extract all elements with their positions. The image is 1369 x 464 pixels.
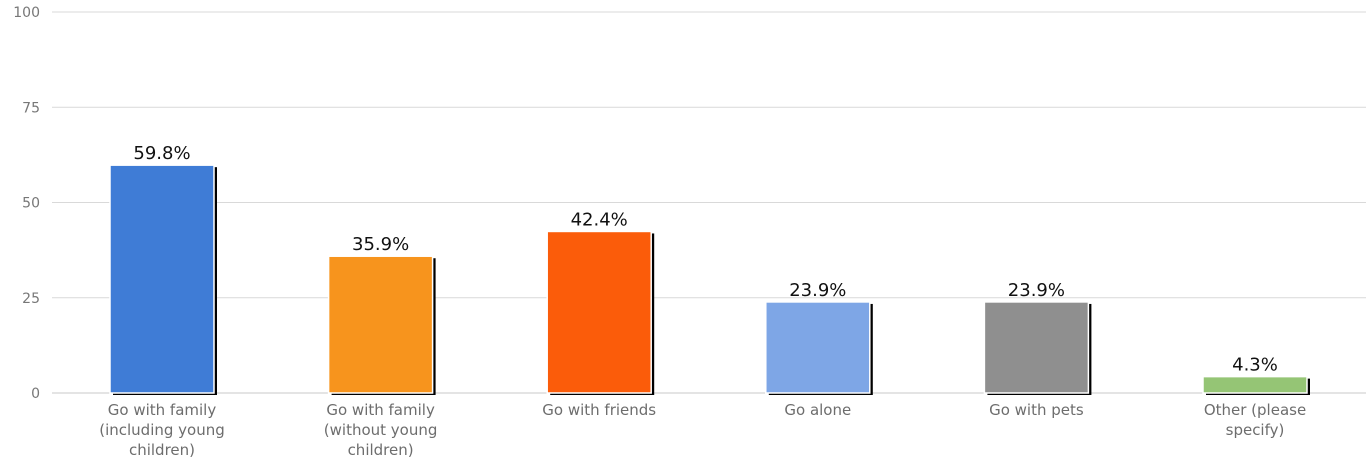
x-tick-label: Go alone xyxy=(784,401,851,419)
x-tick-label-line: Go with pets xyxy=(989,401,1084,419)
bar xyxy=(765,301,871,394)
x-tick-label-line: Other (please xyxy=(1204,401,1306,419)
bar xyxy=(1202,375,1308,394)
bar-group xyxy=(109,164,217,395)
bar xyxy=(546,230,652,394)
y-tick-label: 0 xyxy=(31,386,40,402)
y-tick-label: 100 xyxy=(13,5,40,21)
x-tick-label-line: Go with family xyxy=(108,401,217,419)
x-axis-category-labels: Go with family (including young children)G… xyxy=(99,401,1306,459)
bar xyxy=(983,301,1090,394)
data-label: 35.9% xyxy=(352,234,409,255)
bar-group xyxy=(765,301,873,395)
x-tick-label-line: Go with friends xyxy=(542,401,656,419)
y-tick-label: 75 xyxy=(22,100,40,116)
value-labels: 59.8% 35.9% 42.4% 23.9% 23.9% 4.3% xyxy=(133,143,1277,375)
bar-group xyxy=(983,301,1092,395)
y-tick-label: 50 xyxy=(22,196,40,212)
bar-group xyxy=(1202,375,1310,395)
data-label: 23.9% xyxy=(1008,280,1065,301)
x-tick-label: Go with family (including young children) xyxy=(99,401,225,459)
bar xyxy=(109,164,215,394)
x-tick-label-line: Go with family xyxy=(326,401,435,419)
x-tick-label-line: Go alone xyxy=(784,401,851,419)
x-tick-label-line: (including young xyxy=(99,421,225,439)
x-tick-label: Go with pets xyxy=(989,401,1084,419)
gridlines xyxy=(52,11,1366,394)
y-tick-label: 25 xyxy=(22,291,40,307)
x-tick-label-line: (without young xyxy=(324,421,438,439)
bars xyxy=(109,164,1310,395)
x-tick-label: Go with family (without young children) xyxy=(324,401,438,459)
data-label: 42.4% xyxy=(571,209,628,230)
data-label: 59.8% xyxy=(133,143,190,164)
x-tick-label: Go with friends xyxy=(542,401,656,419)
data-label: 23.9% xyxy=(789,280,846,301)
x-tick-label-line: specify) xyxy=(1226,421,1285,439)
y-axis-ticks: 0 25 50 75 100 xyxy=(13,5,40,402)
bar xyxy=(327,255,434,394)
data-label: 4.3% xyxy=(1232,355,1278,376)
bar-group xyxy=(546,230,655,395)
x-tick-label-line: children) xyxy=(348,441,414,459)
x-tick-label-line: children) xyxy=(129,441,195,459)
bar-group xyxy=(327,255,436,395)
x-tick-label: Other (please specify) xyxy=(1204,401,1306,439)
